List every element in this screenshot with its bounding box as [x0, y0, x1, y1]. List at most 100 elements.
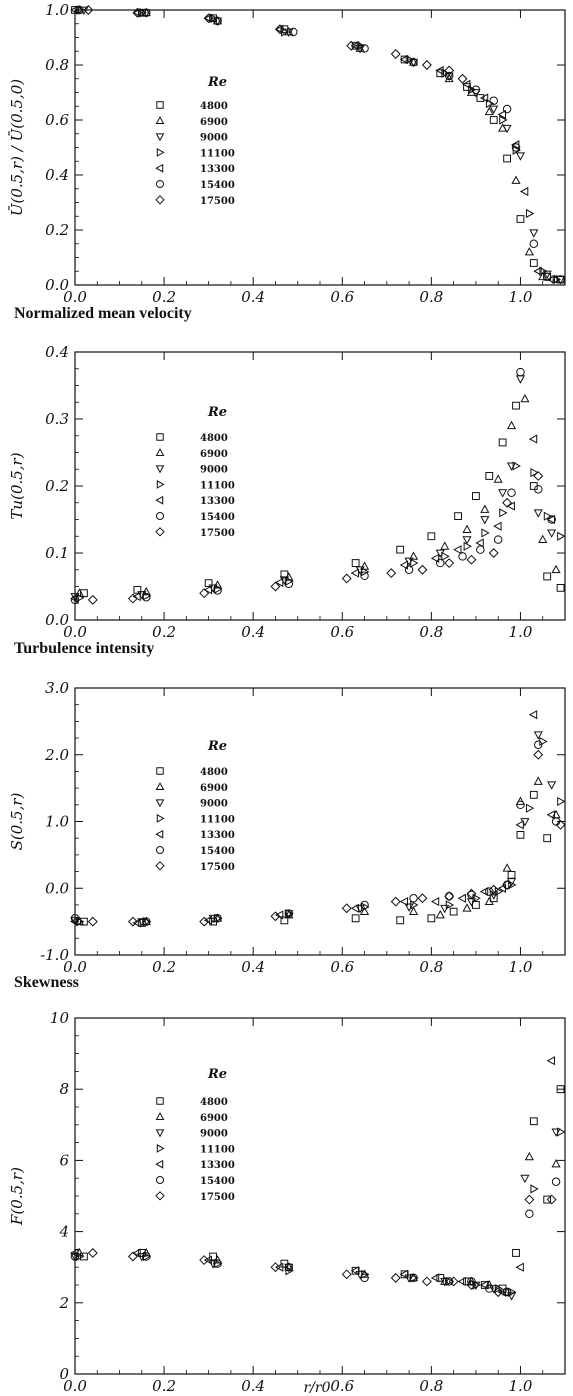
data-point [493, 1287, 504, 1298]
data-point [458, 552, 467, 561]
data-point [538, 534, 548, 543]
data-point [142, 591, 152, 601]
data-point [396, 916, 405, 925]
data-point [506, 501, 515, 511]
plot-frame [74, 1017, 566, 1375]
data-point [341, 903, 352, 914]
x-tick-label: 0.6 [330, 1377, 354, 1395]
data-point [494, 1283, 504, 1294]
data-point [444, 892, 454, 901]
data-point [499, 115, 508, 125]
data-point [213, 16, 222, 26]
data-point [467, 890, 476, 900]
data-point [350, 41, 360, 51]
legend-entry: 6900 [200, 117, 228, 128]
legend-marker [156, 1144, 165, 1153]
data-point [274, 24, 284, 34]
data-point [484, 106, 494, 116]
data-point [556, 1085, 565, 1094]
y-axis-label: Ū(0.5,r) / Ū(0.5,0) [8, 79, 26, 216]
data-point [83, 5, 94, 15]
legend-marker [155, 845, 165, 855]
legend-title: Re [207, 739, 227, 754]
data-point [274, 1262, 284, 1272]
legend-entry: 11100 [200, 1144, 235, 1155]
legend-marker [155, 511, 165, 521]
data-point [386, 568, 397, 579]
data-point [489, 96, 498, 105]
data-point [445, 1276, 455, 1287]
data-point [493, 474, 503, 483]
data-point [457, 893, 466, 903]
data-point [511, 143, 521, 152]
x-tick-label: 0.6 [330, 623, 354, 641]
panel-caption: Normalized mean velocity [14, 305, 192, 322]
data-point [351, 914, 360, 923]
data-point [462, 536, 472, 545]
data-point [489, 116, 498, 124]
data-point [502, 1287, 512, 1297]
data-point [427, 914, 436, 923]
data-point [506, 420, 517, 430]
data-point [479, 887, 489, 897]
y-tick-label: 4 [58, 1223, 69, 1241]
data-point [488, 548, 499, 558]
data-point [203, 915, 213, 925]
legend-entry: 4800 [200, 1097, 228, 1108]
x-tick-label: 1.0 [509, 958, 533, 976]
legend-entry: 9000 [200, 799, 228, 810]
data-point [440, 541, 450, 550]
y-tick-label: 0.0 [45, 276, 69, 294]
data-point [556, 275, 565, 284]
data-point [547, 781, 557, 790]
plot-frame [74, 687, 566, 956]
data-point [285, 1266, 294, 1276]
data-point [546, 1056, 556, 1066]
data-point [427, 532, 436, 541]
data-point [480, 1281, 489, 1289]
data-point [209, 14, 217, 23]
data-point [466, 888, 477, 899]
data-point [351, 1266, 360, 1275]
plot-frame [74, 351, 566, 621]
legend-entry: 9000 [200, 133, 228, 144]
data-point [285, 909, 294, 919]
data-point [421, 60, 432, 70]
legend-marker [155, 116, 165, 125]
data-point [436, 558, 445, 568]
data-point [361, 567, 370, 577]
y-tick-label: 0.0 [45, 879, 69, 897]
y-tick-label: 1.0 [45, 813, 69, 831]
data-point [132, 8, 141, 18]
data-point [70, 1252, 80, 1261]
data-point [516, 830, 525, 839]
data-point [528, 710, 538, 720]
data-point [479, 93, 489, 103]
data-point [533, 470, 544, 481]
data-point [284, 910, 294, 919]
data-point [543, 834, 552, 843]
data-point [214, 1259, 223, 1269]
data-point [515, 152, 526, 161]
data-point [444, 558, 455, 569]
data-point [199, 916, 210, 927]
x-tick-label: 0.0 [63, 1377, 87, 1395]
data-point [511, 175, 521, 184]
data-point [499, 508, 508, 518]
data-point [142, 1251, 152, 1262]
data-point [70, 914, 80, 923]
data-point [199, 588, 210, 599]
data-point [530, 468, 539, 478]
data-point [534, 485, 543, 494]
data-point [274, 24, 285, 35]
data-point [341, 1269, 352, 1280]
data-point [127, 916, 138, 927]
data-point [539, 266, 548, 276]
data-point [70, 1248, 79, 1258]
x-tick-label: 0.0 [63, 288, 87, 306]
x-tick-label: 1.0 [509, 623, 533, 641]
data-point [132, 7, 143, 18]
data-point [508, 1287, 517, 1297]
data-point [409, 894, 418, 903]
data-point [204, 579, 213, 588]
